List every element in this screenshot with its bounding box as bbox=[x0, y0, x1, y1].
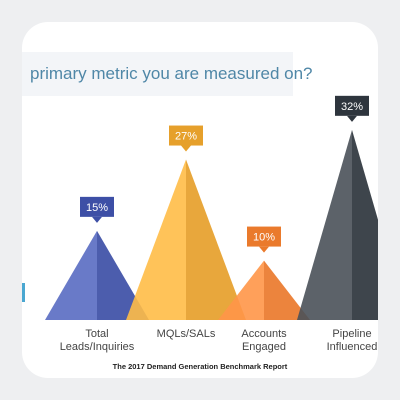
value-callout-2: 27% bbox=[169, 125, 203, 152]
question-banner: primary metric you are measured on? bbox=[22, 52, 313, 96]
value-callout-box bbox=[335, 95, 369, 116]
category-label: Accounts bbox=[241, 328, 287, 340]
category-label: Engaged bbox=[242, 341, 286, 353]
category-label: MQLs/SALs bbox=[157, 328, 216, 340]
value-callout-pointer bbox=[347, 115, 357, 122]
infographic-card: primary metric you are measured on? 15% T… bbox=[22, 22, 378, 378]
value-label: 10% bbox=[253, 232, 275, 244]
value-callout-4: 32% bbox=[335, 95, 369, 122]
peak-3 bbox=[218, 260, 310, 320]
peak-4-left-face bbox=[297, 129, 352, 320]
category-label: Pipeline bbox=[332, 328, 371, 340]
value-callout-box bbox=[80, 196, 114, 217]
peak-2 bbox=[126, 159, 246, 320]
peak-2-right-face bbox=[186, 159, 246, 320]
source-caption: The 2017 Demand Generation Benchmark Rep… bbox=[112, 362, 288, 371]
banner-accent-mark bbox=[22, 283, 25, 302]
peak-3-right-face bbox=[264, 260, 310, 320]
value-label: 15% bbox=[86, 202, 108, 214]
value-label: 27% bbox=[175, 131, 197, 143]
value-callout-1: 15% bbox=[80, 196, 114, 223]
value-callout-3: 10% bbox=[247, 226, 281, 253]
question-text: primary metric you are measured on? bbox=[30, 64, 313, 83]
peak-3-left-face bbox=[218, 260, 264, 320]
value-callout-pointer bbox=[92, 216, 102, 223]
value-callout-box bbox=[169, 125, 203, 146]
category-label: Total bbox=[85, 328, 108, 340]
value-callout-box bbox=[247, 226, 281, 247]
peak-1-left-face bbox=[45, 230, 97, 320]
peak-2-left-face bbox=[126, 159, 186, 320]
value-callout-pointer bbox=[259, 246, 269, 253]
peak-4 bbox=[297, 129, 378, 320]
value-callout-pointer bbox=[181, 145, 191, 152]
value-label: 32% bbox=[341, 101, 363, 113]
category-label: Influenced bbox=[327, 341, 378, 353]
peak-4-right-face bbox=[352, 129, 378, 320]
category-label: Leads/Inquiries bbox=[60, 341, 135, 353]
